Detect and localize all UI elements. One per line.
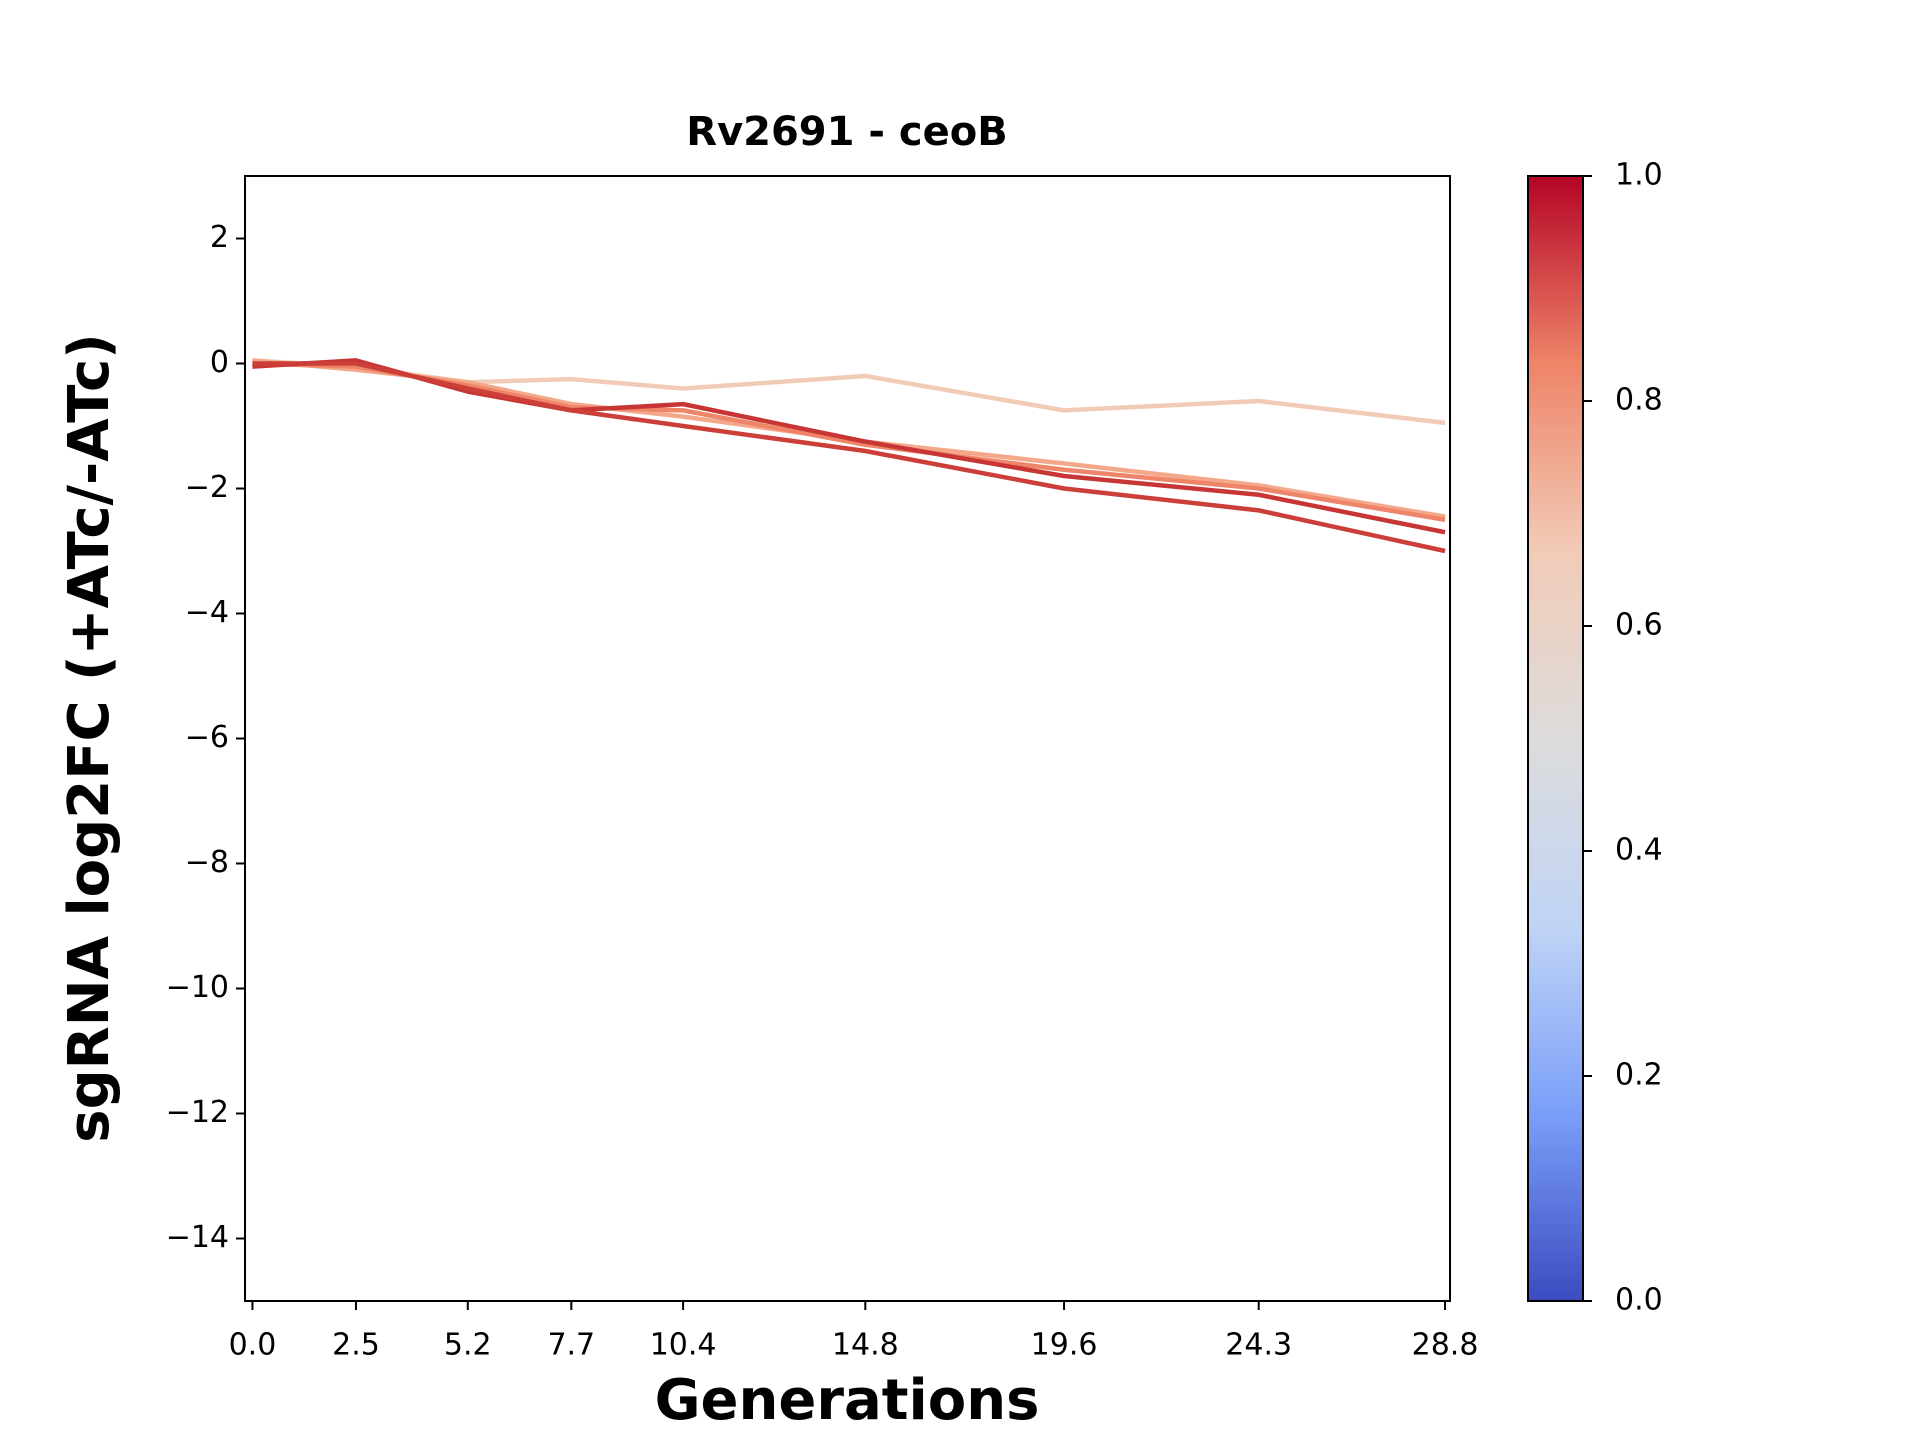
y-tick-label: 2 [210, 220, 229, 255]
colorbar [1527, 175, 1584, 1302]
x-tick-label: 28.8 [1412, 1328, 1479, 1363]
y-tick-label: −4 [185, 595, 229, 630]
y-tick-label: −2 [185, 470, 229, 505]
x-tick-label: 14.8 [832, 1328, 899, 1363]
y-tick-label: −14 [166, 1220, 229, 1255]
plot-frame [244, 175, 1451, 1302]
x-tick-label: 2.5 [332, 1328, 380, 1363]
series-line [252, 358, 1446, 426]
colorbar-tick-label: 0.6 [1615, 608, 1663, 643]
x-axis-label: Generations [655, 1368, 1040, 1433]
colorbar-tick-label: 0.2 [1615, 1058, 1663, 1093]
colorbar-tick-label: 0.8 [1615, 383, 1663, 418]
colorbar-tick-label: 0.0 [1615, 1283, 1663, 1318]
x-tick-label: 10.4 [650, 1328, 717, 1363]
x-tick-label: 5.2 [444, 1328, 492, 1363]
y-tick-label: −10 [166, 970, 229, 1005]
y-tick-label: −8 [185, 845, 229, 880]
chart-title: Rv2691 - ceoB [686, 109, 1007, 155]
y-tick-label: −12 [166, 1095, 229, 1130]
series-line [252, 361, 1446, 554]
y-tick-label: 0 [210, 345, 229, 380]
x-tick-label: 0.0 [229, 1328, 277, 1363]
x-tick-label: 19.6 [1031, 1328, 1098, 1363]
x-tick-label: 24.3 [1225, 1328, 1292, 1363]
colorbar-tick-label: 1.0 [1615, 158, 1663, 193]
x-tick-label: 7.7 [547, 1328, 595, 1363]
y-axis-label: sgRNA log2FC (+ATc/-ATc) [57, 333, 122, 1143]
series-line [252, 358, 1446, 535]
y-tick-label: −6 [185, 720, 229, 755]
colorbar-tick-label: 0.4 [1615, 833, 1663, 868]
